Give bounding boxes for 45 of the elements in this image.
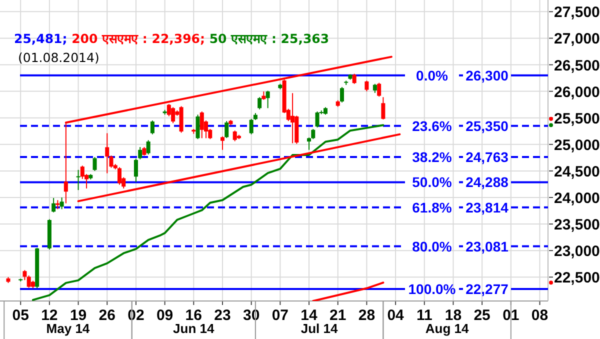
y-tick-label: 26,500 [554,57,600,74]
x-tick-label: 28 [358,307,376,324]
x-tick-label: 05 [12,307,29,324]
x-tick-label: 19 [70,307,87,324]
x-tick-label: 11 [416,307,432,324]
x-tick-label: 18 [444,307,462,324]
x-tick-label: 16 [185,307,202,324]
x-tick-label: 08 [531,307,548,324]
y-tick-label: 22,500 [554,270,600,287]
x-tick-label: 01 [502,307,520,324]
x-tick-label: 12 [41,307,58,324]
text: Jun 14 [173,321,216,336]
x-tick-label: 02 [128,307,144,324]
x-tick-label: 30 [242,307,260,324]
x-tick-label: 25 [474,307,490,324]
ref-line-label: 38.2% 24,763 [412,148,509,165]
y-tick-label: 27,000 [554,30,600,48]
text: 200 एसएमए : 22,396; [72,31,205,46]
x-tick-label: 09 [156,307,174,324]
ref-line-label: 80.0% 23,081 [412,238,509,254]
y-tick-label: 27,500 [554,4,600,22]
y-tick-label: 23,500 [554,216,600,234]
ref-line-label: 23.6% 25,350 [412,118,509,134]
y-tick-label: 25,500 [554,110,600,128]
text: (01.08.2014) [18,50,100,65]
x-tick-label: 26 [98,307,116,324]
text: Aug 14 [425,321,470,336]
text: 50 एसएमए : 25,363 [209,31,330,46]
y-tick-label: 25,000 [554,136,600,154]
text: 0.0% 26,300 [416,67,508,84]
x-tick-label: 07 [272,307,289,324]
y-tick-label: 24,000 [554,190,600,207]
x-tick-label: 14 [300,307,318,324]
ref-line-label: 50.0% 24,288 [412,174,509,190]
text: Jul 14 [300,321,339,336]
text: May 14 [46,321,90,336]
y-tick-label: 24,500 [554,163,600,180]
x-tick-label: 21 [330,307,346,324]
annotation: 25,481; [14,31,68,46]
y-tick-label: 26,000 [554,84,600,101]
x-tick-label: 04 [387,307,405,324]
ref-line-label: 61.8% 23,814 [412,199,509,216]
ref-line-label: 100.0% 22,277 [408,280,509,297]
y-tick-label: 23,000 [554,243,600,260]
x-tick-label: 23 [214,307,231,324]
